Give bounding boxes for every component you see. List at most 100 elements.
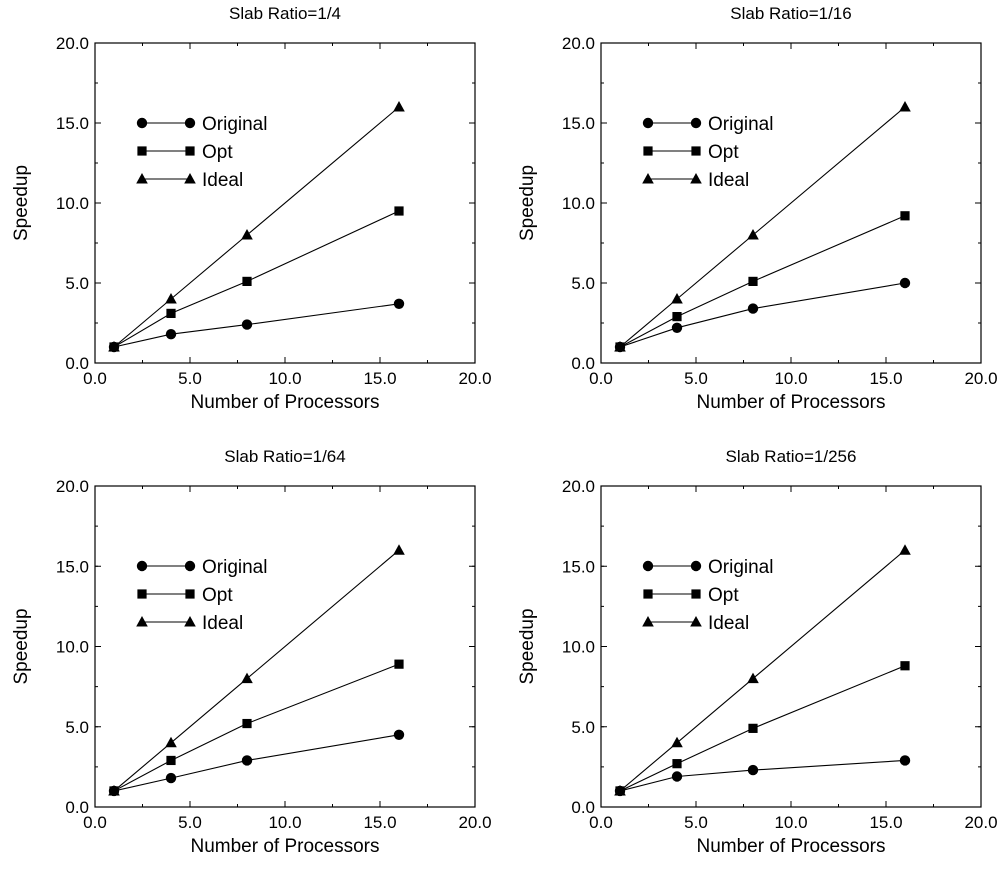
y-tick-label: 10.0: [562, 194, 595, 213]
legend-label: Original: [708, 114, 773, 135]
data-point-original: [899, 755, 911, 766]
x-tick-label: 15.0: [363, 813, 396, 832]
y-tick-label: 5.0: [571, 274, 595, 293]
x-tick-label: 0.0: [83, 813, 107, 832]
y-tick-label: 15.0: [56, 557, 89, 576]
legend-label: Ideal: [708, 613, 749, 634]
x-axis-label: Number of Processors: [696, 392, 885, 413]
series-line-original: [113, 734, 400, 792]
legend-marker-square-icon: [691, 146, 701, 156]
data-point-original: [165, 772, 177, 784]
y-axis-label: Speedup: [11, 608, 32, 684]
y-tick-label: 10.0: [562, 638, 595, 657]
legend-label: Opt: [202, 142, 233, 163]
legend-marker-triangle-icon: [642, 173, 654, 184]
chart-panel-4: Slab Ratio=1/256 0.0 5.0 10.0 15.0 20.0 0.0 5.0…: [517, 447, 998, 857]
x-axis-label: Number of Processors: [190, 836, 379, 857]
data-point-opt: [748, 723, 758, 733]
legend-marker-circle-icon: [184, 560, 196, 572]
x-tick-label: 0.0: [83, 369, 107, 388]
x-axis-label: Number of Processors: [190, 392, 379, 413]
data-point-opt: [672, 759, 682, 769]
data-point-opt: [242, 718, 252, 729]
x-tick-label: 10.0: [774, 813, 807, 832]
legend-marker-square-icon: [643, 146, 653, 156]
legend-marker-circle-icon: [136, 560, 148, 572]
y-tick-label: 15.0: [562, 114, 595, 133]
chart-panel-2: Slab Ratio=1/16 0.0 5.0 10.0 15.0 20.0 0.0 5.0 1…: [517, 4, 998, 413]
series-line-opt: [113, 663, 400, 792]
legend-marker-square-icon: [137, 146, 147, 156]
x-tick-label: 20.0: [964, 813, 997, 832]
series-line-original: [619, 282, 906, 348]
data-point-ideal: [393, 544, 405, 555]
data-point-opt: [242, 276, 252, 286]
chart-title: Slab Ratio=1/64: [224, 447, 345, 466]
data-point-ideal: [241, 672, 253, 684]
y-tick-label: 15.0: [56, 114, 89, 133]
data-point-opt: [748, 276, 758, 286]
data-point-original: [671, 322, 683, 333]
data-point-original: [165, 329, 177, 340]
legend-marker-triangle-icon: [690, 616, 702, 627]
x-tick-label: 5.0: [178, 813, 202, 832]
legend-label: Opt: [202, 585, 233, 606]
x-tick-label: 15.0: [869, 369, 902, 388]
data-point-ideal: [241, 229, 253, 240]
chart-title: Slab Ratio=1/256: [726, 447, 857, 466]
legend-marker-triangle-icon: [136, 173, 148, 184]
x-tick-label: 5.0: [178, 369, 202, 388]
series-line-opt: [619, 665, 906, 792]
data-point-original: [899, 277, 911, 289]
data-point-ideal: [899, 101, 911, 112]
chart-title: Slab Ratio=1/4: [229, 4, 341, 23]
data-point-original: [747, 303, 759, 314]
x-tick-label: 20.0: [458, 813, 491, 832]
legend-label: Opt: [708, 585, 739, 606]
data-point-ideal: [671, 293, 683, 304]
chart-panel-3: Slab Ratio=1/64 0.0 5.0 10.0 15.0 20.0 0.0 5.0 1…: [11, 447, 492, 857]
legend-marker-circle-icon: [136, 117, 148, 129]
legend-marker-triangle-icon: [184, 616, 196, 627]
legend-label: Ideal: [202, 613, 243, 634]
legend-label: Original: [202, 114, 267, 135]
data-point-ideal: [899, 544, 911, 555]
y-tick-label: 0.0: [571, 354, 595, 373]
series-line-ideal: [619, 549, 906, 792]
series-line-ideal: [619, 106, 906, 348]
y-tick-label: 5.0: [571, 718, 595, 737]
legend-marker-triangle-icon: [184, 173, 196, 184]
x-tick-label: 0.0: [589, 813, 613, 832]
series-line-opt: [619, 215, 906, 348]
y-axis-label: Speedup: [11, 165, 32, 241]
data-point-ideal: [393, 101, 405, 112]
data-point-ideal: [108, 784, 120, 796]
y-axis-label: Speedup: [517, 165, 538, 241]
y-tick-label: 0.0: [571, 798, 595, 817]
x-tick-label: 0.0: [589, 369, 613, 388]
data-point-opt: [166, 755, 176, 766]
legend-marker-circle-icon: [690, 117, 702, 129]
legend-marker-triangle-icon: [642, 616, 654, 627]
data-point-opt: [900, 211, 910, 221]
legend-marker-square-icon: [643, 589, 653, 599]
data-point-ideal: [165, 736, 177, 748]
legend-marker-square-icon: [185, 146, 195, 156]
y-tick-label: 20.0: [56, 34, 89, 53]
x-tick-label: 15.0: [363, 369, 396, 388]
data-point-original: [241, 755, 253, 766]
data-point-opt: [672, 312, 682, 322]
series-line-opt: [113, 210, 400, 348]
legend-marker-triangle-icon: [690, 173, 702, 184]
data-point-original: [393, 298, 405, 309]
y-tick-label: 0.0: [65, 798, 89, 817]
data-point-opt: [900, 661, 910, 671]
legend-marker-square-icon: [185, 589, 195, 599]
series-line-ideal: [113, 106, 400, 348]
data-point-ideal: [614, 341, 626, 352]
chart-title: Slab Ratio=1/16: [730, 4, 851, 23]
data-point-original: [241, 319, 253, 330]
x-axis-label: Number of Processors: [696, 836, 885, 857]
y-axis-label: Speedup: [517, 608, 538, 684]
data-point-original: [747, 764, 759, 776]
